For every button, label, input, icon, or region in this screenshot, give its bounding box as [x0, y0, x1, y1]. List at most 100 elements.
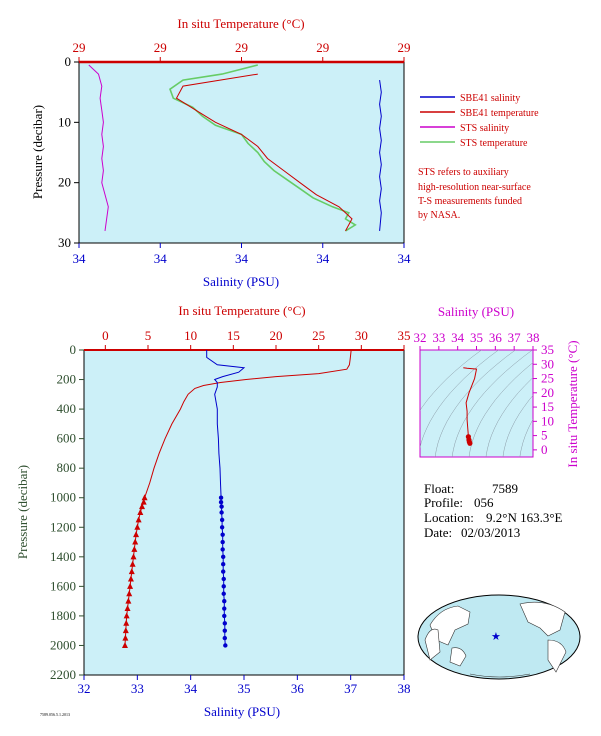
temperature-marker [137, 509, 144, 515]
salinity-marker [221, 591, 226, 596]
full-profile-ticks: 0 5 10 15 20 25 30 35 32 33 34 35 36 37 38 0 200 400 600 80… [50, 328, 411, 696]
main-temperature-tick-label: 10 [184, 328, 197, 343]
salinity-marker [222, 635, 227, 641]
legend-label-sts-temperature: STS temperature [460, 138, 528, 149]
float-info: Float: 7589 Profile: 056 Location: 9.2°N… [424, 481, 563, 540]
main-pressure-tick-label: 1200 [50, 519, 76, 534]
legend-label-sbe41-temperature: SBE41 temperature [460, 108, 539, 119]
line-sbe41-temperature [175, 73, 353, 232]
world-map: ★ [417, 594, 581, 680]
temperature-marker [129, 560, 136, 567]
main-pressure-tick-label: 2200 [50, 667, 76, 682]
sts-note-line-2: high-resolution near-surface [418, 182, 531, 193]
temperature-marker [141, 494, 148, 501]
float-label: Float: [424, 481, 454, 496]
main-pressure-tick-label: 1800 [50, 608, 76, 623]
isopycnal-contour [485, 377, 533, 457]
map-landmass-south-america [547, 639, 567, 673]
ts-temperature-tick-label: 35 [541, 342, 554, 357]
main-salinity-tick-label: 35 [238, 681, 251, 696]
isopycnal-contour [468, 362, 533, 457]
top-temperature-tick-label: 29 [73, 40, 86, 55]
near-surface-temperature-axis-title: In situ Temperature (°C) [177, 16, 304, 31]
top-salinity-tick-label: 34 [316, 251, 330, 266]
main-pressure-tick-label: 400 [57, 401, 77, 416]
salinity-marker [222, 598, 227, 604]
top-pressure-tick-label: 10 [58, 114, 71, 129]
full-profile-series [121, 350, 352, 648]
near-surface-legend: SBE41 salinity SBE41 temperature STS sal… [420, 93, 539, 149]
ts-salinity-tick-label: 38 [527, 330, 540, 345]
sts-note-line-3: T-S measurements funded [418, 196, 522, 207]
near-surface-panel: 29 29 29 29 29 34 34 34 34 34 0 10 20 30 In situ Temp… [30, 16, 539, 289]
main-temperature-tick-label: 20 [270, 328, 283, 343]
temperature-marker [134, 523, 141, 530]
temperature-marker [122, 634, 129, 641]
temperature-marker [123, 612, 130, 619]
main-salinity-tick-label: 36 [291, 681, 305, 696]
legend-label-sts-salinity: STS salinity [460, 123, 509, 134]
temperature-marker [127, 582, 134, 589]
top-temperature-tick-label: 29 [154, 40, 167, 55]
star-icon: ★ [491, 631, 501, 643]
salinity-marker [220, 539, 225, 545]
ts-diagram-plot-area [419, 349, 534, 458]
main-salinity-tick-label: 37 [344, 681, 358, 696]
ts-temperature-tick-label: 30 [541, 356, 554, 371]
main-pressure-tick-label: 200 [57, 372, 77, 387]
float-value: 7589 [492, 481, 518, 496]
temperature-profile-line [124, 497, 146, 646]
date-value: 02/03/2013 [461, 525, 520, 540]
main-salinity-tick-label: 33 [131, 681, 144, 696]
main-salinity-tick-label: 32 [78, 681, 91, 696]
top-salinity-tick-label: 34 [398, 251, 412, 266]
temperature-marker [131, 545, 138, 552]
temperature-marker [125, 597, 132, 604]
temperature-marker [121, 641, 128, 648]
main-pressure-tick-label: 1600 [50, 578, 76, 593]
salinity-marker [222, 621, 227, 626]
near-surface-series [88, 64, 382, 232]
ts-temperature-tick-label: 0 [541, 442, 548, 457]
salinity-marker [222, 628, 227, 633]
top-temperature-tick-label: 29 [398, 40, 411, 55]
main-pressure-tick-label: 1400 [50, 549, 76, 564]
salinity-marker [221, 554, 226, 560]
salinity-marker [221, 576, 226, 582]
salinity-marker [222, 613, 227, 619]
ts-salinity-tick-label: 33 [432, 330, 445, 345]
legend-label-sbe41-salinity: SBE41 salinity [460, 93, 520, 104]
salinity-marker [223, 643, 228, 648]
temperature-marker [130, 553, 137, 560]
salinity-profile-line [206, 350, 246, 498]
isopycnal-contour [502, 395, 533, 457]
isopycnal-contour [519, 418, 533, 457]
map-landmass-australia [449, 647, 467, 667]
near-surface-salinity-axis-title: Salinity (PSU) [203, 274, 279, 289]
temperature-marker [133, 531, 140, 538]
ts-temperature-tick-label: 5 [541, 428, 548, 443]
top-pressure-tick-label: 20 [58, 175, 71, 190]
sts-note-line-4: by NASA. [418, 210, 460, 221]
main-salinity-tick-label: 34 [184, 681, 198, 696]
top-salinity-tick-label: 34 [235, 251, 249, 266]
ts-salinity-tick-label: 37 [508, 330, 522, 345]
salinity-marker [219, 517, 225, 523]
profile-value: 056 [474, 495, 494, 510]
salinity-marker [218, 499, 224, 505]
ts-temperature-tick-label: 20 [541, 385, 554, 400]
full-profile-panel: 0 5 10 15 20 25 30 35 32 33 34 35 36 37 38 0 200 400 600 80… [15, 303, 411, 719]
near-surface-ticks: 29 29 29 29 29 34 34 34 34 34 0 10 20 30 [58, 40, 411, 266]
isopycnal-contour [451, 350, 533, 457]
ts-salinity-tick-label: 36 [489, 330, 503, 345]
temperature-marker [124, 605, 131, 612]
ts-salinity-tick-label: 35 [470, 330, 483, 345]
date-label: Date: [424, 525, 452, 540]
temperature-marker [135, 516, 142, 523]
main-temperature-tick-label: 25 [312, 328, 325, 343]
salinity-marker [219, 504, 224, 509]
temperature-marker [128, 568, 135, 575]
salinity-profile-line [220, 497, 226, 646]
